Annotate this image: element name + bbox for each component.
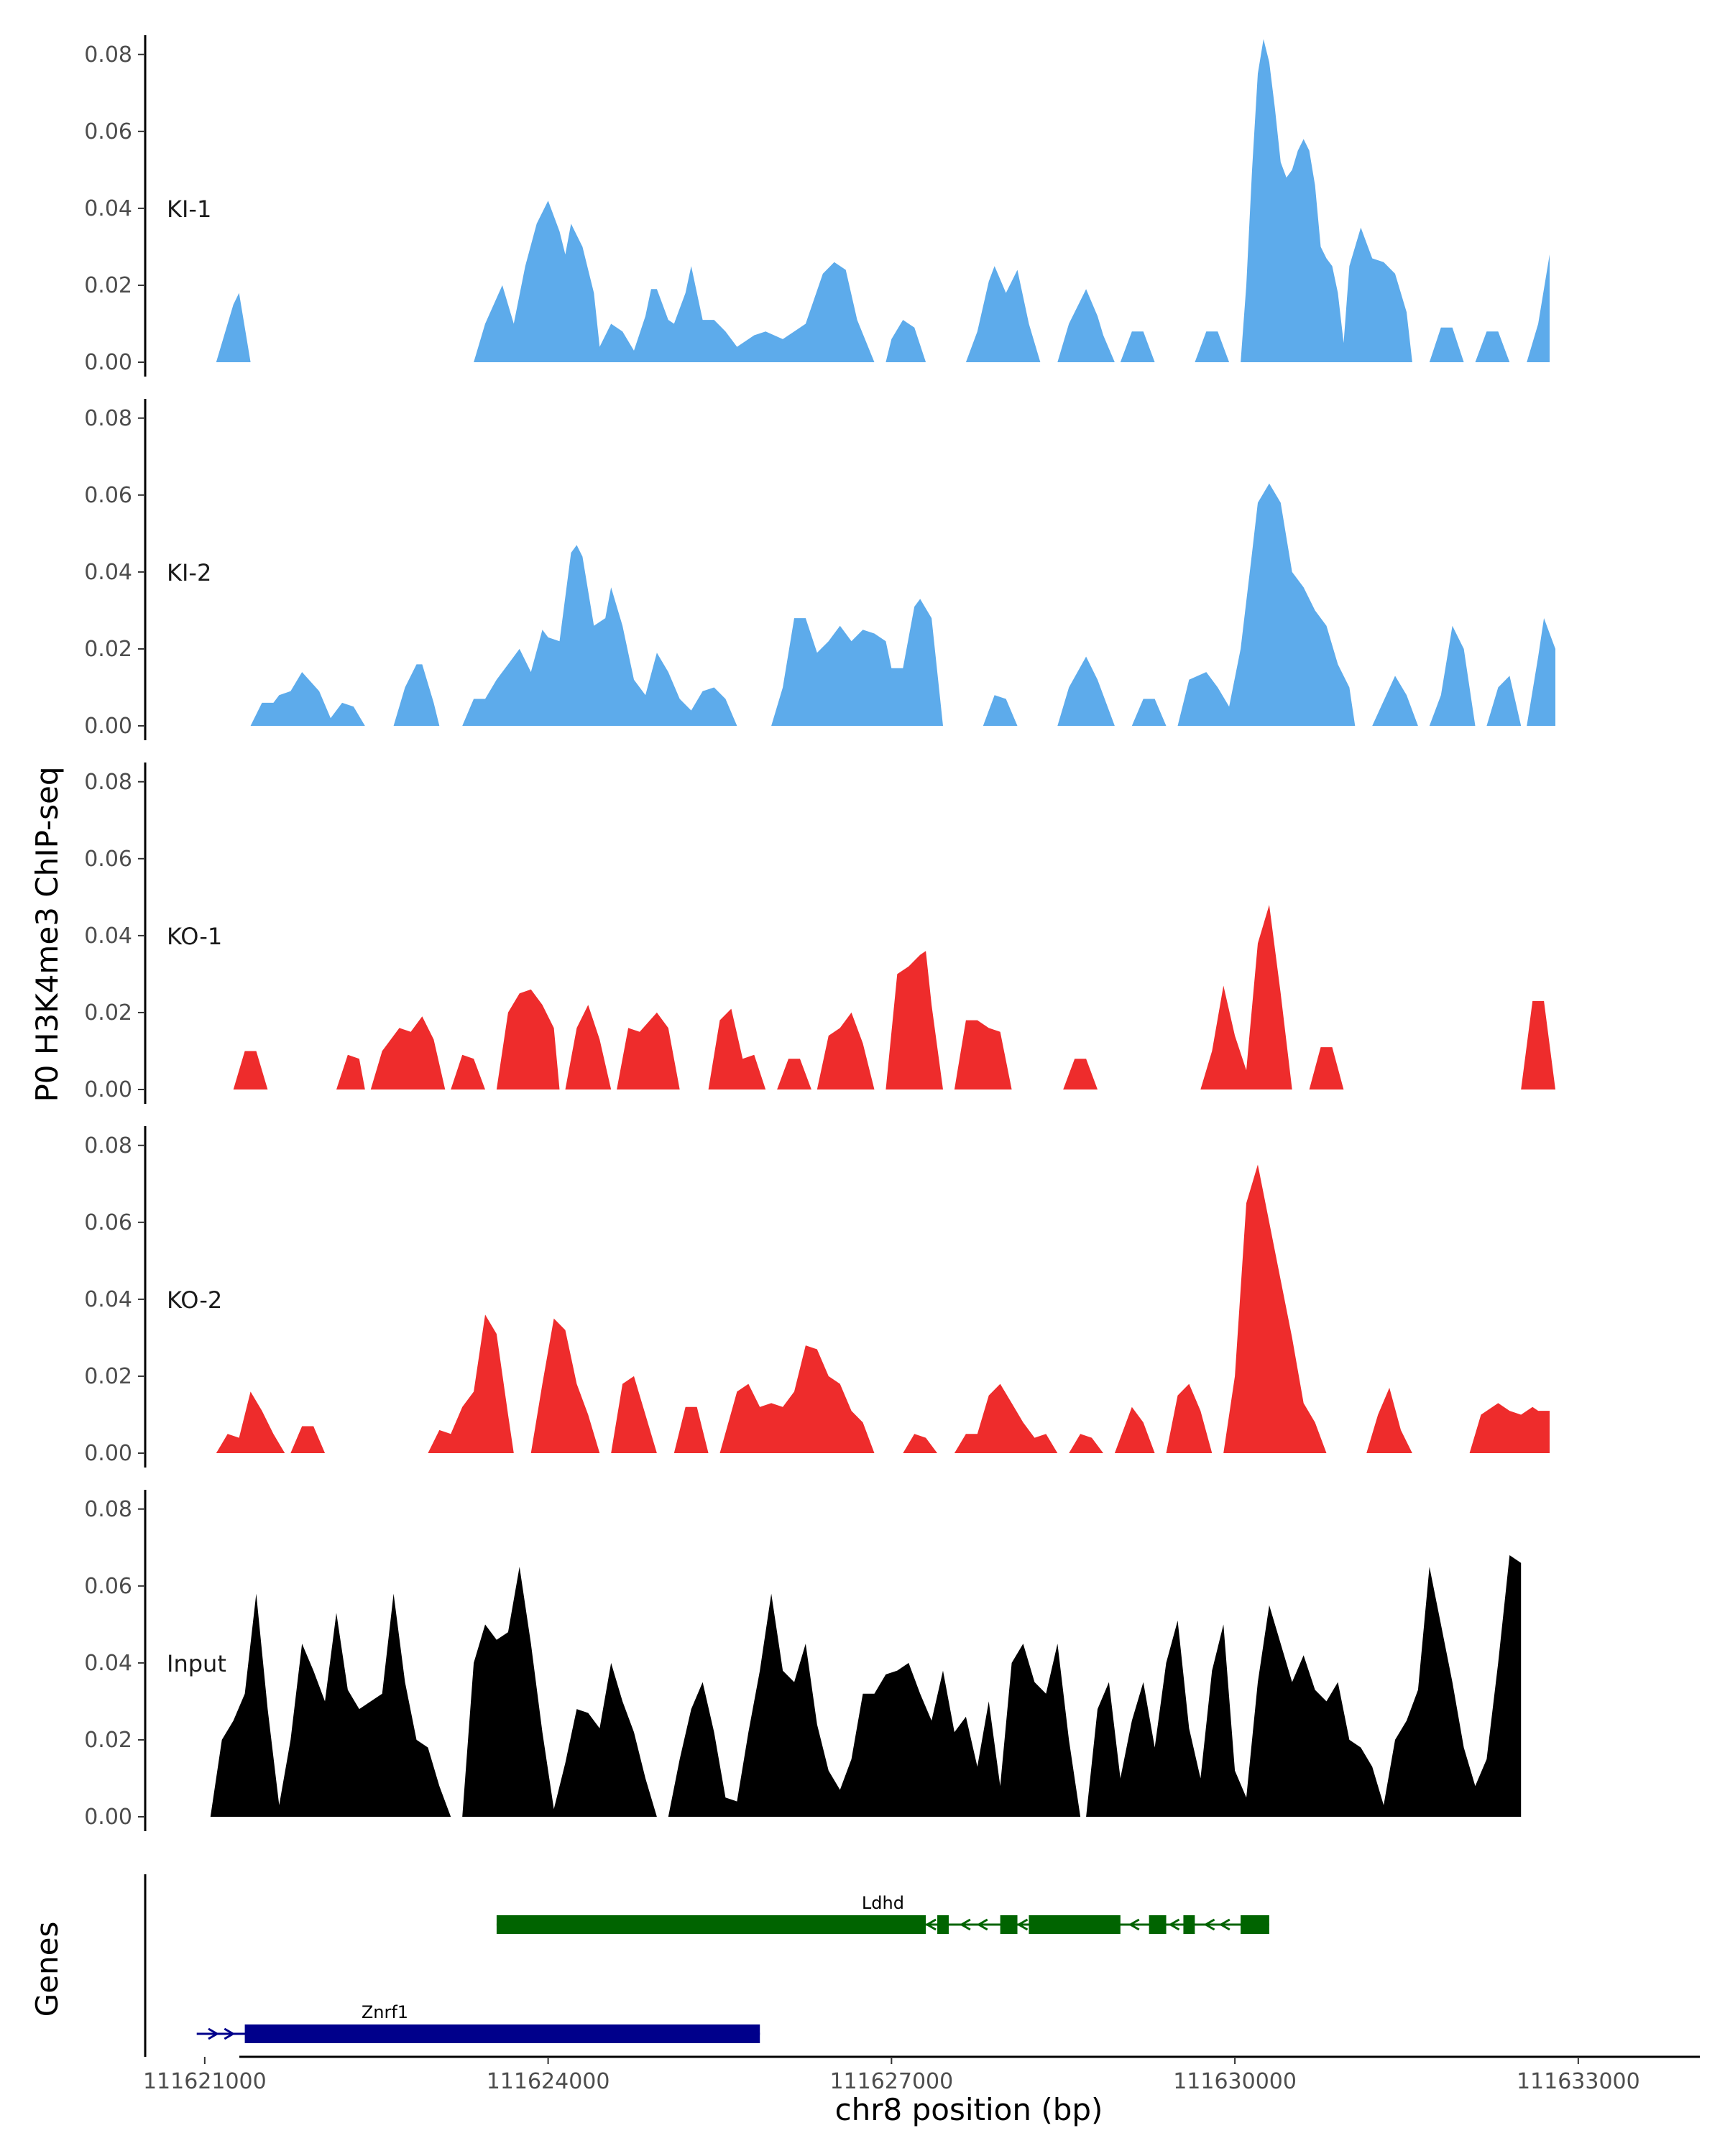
y-tick-label: 0.06 [84,847,132,872]
gene-exon [1149,1915,1167,1934]
y-tick-label: 0.08 [84,1133,132,1158]
track-ki-2: 0.00 0.02 0.04 0.06 0.08 KI-2 [84,399,1556,740]
genes-panel-title: Genes [29,1922,65,2017]
y-tick-label: 0.08 [84,770,132,795]
track-ko-2: 0.00 0.02 0.04 0.06 0.08 KO-2 [84,1126,1550,1468]
x-axis: 111621000 111624000 111627000 111630000 1116… [143,2055,1700,2094]
y-axis-title: P0 H3K4me3 ChIP-seq [29,766,65,1102]
strand-arrow-icon [1218,1918,1230,1931]
track-input: 0.00 0.02 0.04 0.06 0.08 Input [84,1490,1522,1831]
y-tick-label: 0.06 [84,1574,132,1599]
y-tick-label: 0.04 [84,1651,132,1676]
gene-exon [1029,1915,1121,1934]
y-tick-label: 0.08 [84,42,132,68]
y-tick-label: 0.00 [84,1077,132,1102]
coverage-area [233,905,1556,1089]
y-tick-label: 0.08 [84,1497,132,1522]
x-tick-label: 111630000 [1173,2069,1297,2094]
gene-znrf1: Znrf1 [196,2002,760,2043]
gene-exon [937,1915,949,1934]
track-label: Input [167,1650,226,1677]
y-tick-label: 0.08 [84,406,132,431]
y-tick-label: 0.00 [84,350,132,375]
gene-annotation-panel: Ldhd Znrf1 [144,1874,1269,2057]
y-tick-label: 0.02 [84,637,132,662]
x-axis-title: chr8 position (bp) [835,2092,1103,2127]
coverage-area [216,1164,1550,1453]
x-tick-label: 111633000 [1517,2069,1640,2094]
y-tick-label: 0.04 [84,196,132,221]
coverage-area [210,1555,1522,1817]
x-tick-label: 111621000 [143,2069,267,2094]
x-tick-label: 111627000 [829,2069,953,2094]
strand-arrow-icon [976,1918,988,1931]
y-tick-label: 0.00 [84,1805,132,1830]
y-tick-label: 0.00 [84,714,132,739]
gene-exon [244,2024,760,2043]
coverage-area [250,483,1556,726]
track-label: KO-2 [167,1286,222,1314]
y-tick-label: 0.04 [84,1287,132,1312]
y-tick-label: 0.04 [84,560,132,585]
y-tick-label: 0.06 [84,1210,132,1235]
y-tick-label: 0.02 [84,1728,132,1753]
strand-arrow-icon [1168,1918,1180,1931]
y-tick-label: 0.06 [84,483,132,508]
gene-exon [1241,1915,1269,1934]
track-ko-1: 0.00 0.02 0.04 0.06 0.08 KO-1 [84,763,1556,1104]
y-tick-label: 0.00 [84,1441,132,1466]
x-tick-label: 111624000 [487,2069,610,2094]
strand-arrow-icon [925,1918,937,1931]
y-tick-label: 0.04 [84,923,132,949]
track-label: KI-2 [167,559,211,586]
strand-arrow-icon [224,2027,236,2040]
gene-label: Znrf1 [362,2002,408,2022]
strand-arrow-icon [1128,1918,1140,1931]
track-label: KI-1 [167,195,211,223]
coverage-tracks: 0.00 0.02 0.04 0.06 0.08 KI-1 0.00 0.02 0.04 0.06… [84,35,1556,1831]
strand-arrow-icon [208,2027,219,2040]
coverage-area [216,39,1550,363]
y-tick-label: 0.06 [84,119,132,144]
gene-exon [1183,1915,1195,1934]
y-tick-label: 0.02 [84,1364,132,1389]
strand-arrow-icon [1203,1918,1215,1931]
y-tick-label: 0.02 [84,273,132,298]
strand-arrow-icon [959,1918,971,1931]
gene-ldhd: Ldhd [496,1893,1269,1934]
track-label: KO-1 [167,923,222,950]
track-ki-1: 0.00 0.02 0.04 0.06 0.08 KI-1 [84,35,1550,377]
gene-exon [496,1915,926,1934]
y-tick-label: 0.02 [84,1000,132,1026]
gene-label: Ldhd [862,1893,904,1913]
gene-exon [1000,1915,1018,1934]
strand-arrow-icon [1016,1918,1029,1931]
